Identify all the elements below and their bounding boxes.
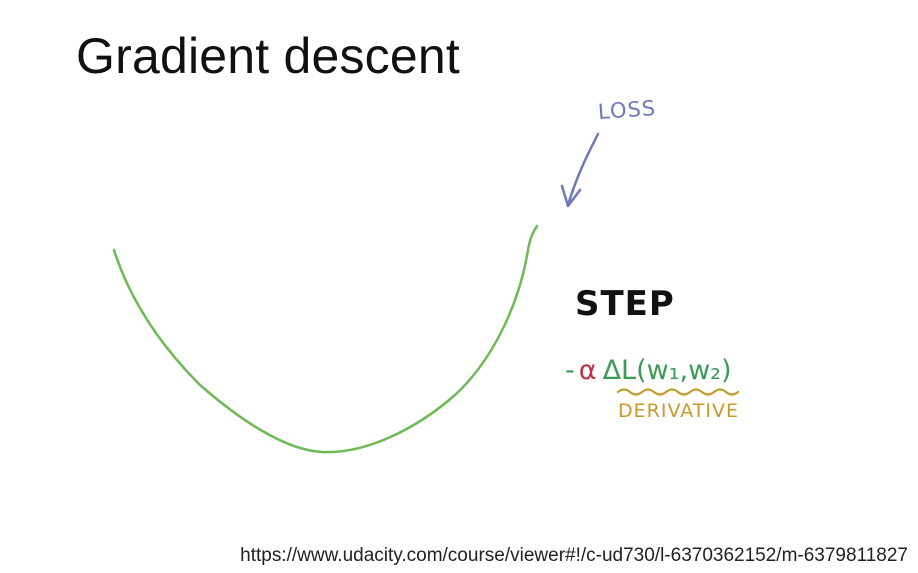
loss-curve: [112, 224, 539, 454]
slide-title: Gradient descent: [76, 28, 460, 84]
loss-arrow-shaft: [566, 132, 600, 207]
step-label: STEP: [575, 284, 675, 324]
source-url: https://www.udacity.com/course/viewer#!/…: [240, 545, 908, 566]
derivative-label: DERIVATIVE: [618, 400, 739, 422]
loss-arrow-head: [560, 184, 582, 208]
formula-minus: -: [565, 355, 575, 386]
derivative-underline: [616, 388, 740, 396]
formula-gradient: ΔL(w₁,w₂): [602, 355, 732, 386]
loss-label: LOSS: [597, 96, 657, 124]
step-formula: - α ΔL(w₁,w₂): [565, 355, 732, 387]
formula-alpha: α: [578, 355, 597, 386]
